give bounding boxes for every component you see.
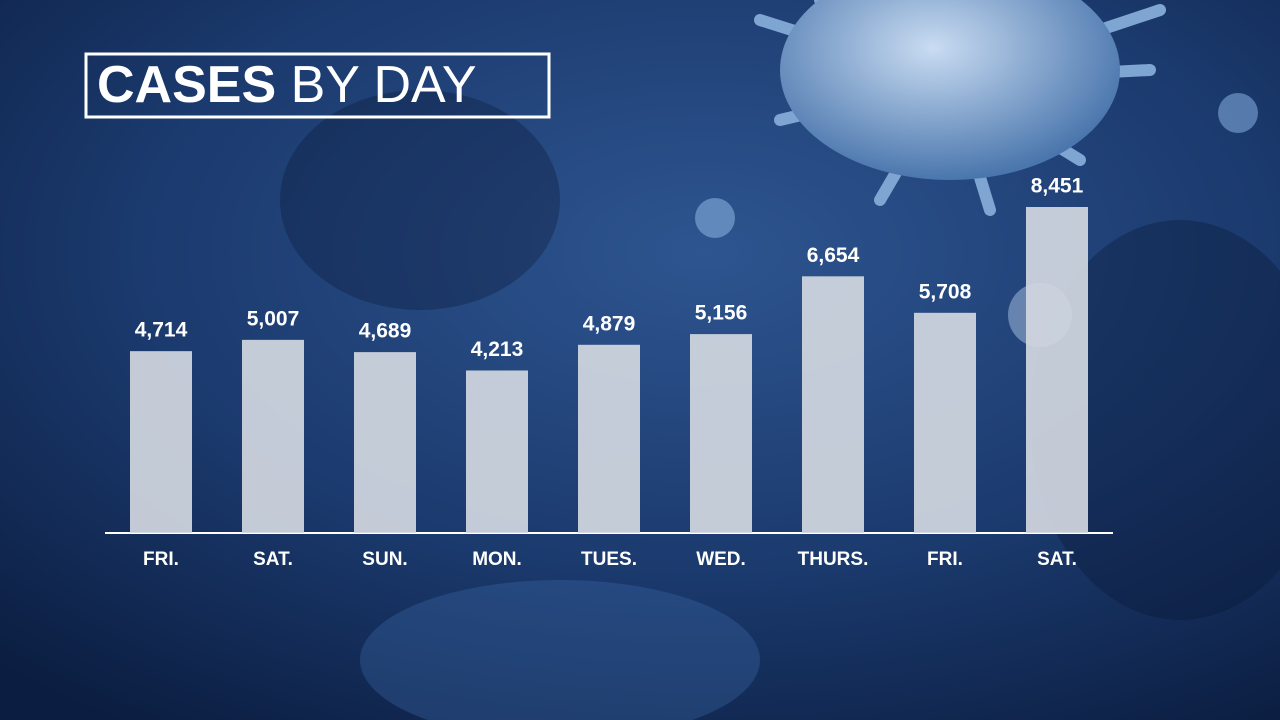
bar [354,352,416,533]
value-label: 5,007 [247,307,300,330]
value-label: 8,451 [1031,175,1084,198]
bar [242,339,304,533]
x-tick-label: FRI. [927,549,963,570]
title-box [84,52,551,119]
x-tick-label: WED. [696,549,746,570]
bar [130,351,192,533]
bar [802,276,864,533]
x-tick-label: SAT. [253,549,293,570]
bar [914,312,976,533]
value-label: 5,156 [695,302,748,325]
value-label: 6,654 [807,244,860,267]
bar [578,344,640,533]
value-label: 4,213 [471,338,524,361]
x-tick-label: MON. [472,549,522,570]
x-tick-label: THURS. [798,549,869,570]
value-label: 4,879 [583,312,636,335]
value-label: 4,714 [135,319,188,342]
x-tick-label: SAT. [1037,549,1077,570]
bar [466,370,528,533]
value-label: 5,708 [919,280,972,303]
chart-title: CASES BY DAY [97,56,477,114]
x-tick-label: TUES. [581,549,637,570]
background-blobs [280,90,1280,720]
x-tick-label: SUN. [362,549,407,570]
value-label: 4,689 [359,320,412,343]
bar [690,334,752,533]
x-tick-label: FRI. [143,549,179,570]
bar [1026,207,1088,533]
